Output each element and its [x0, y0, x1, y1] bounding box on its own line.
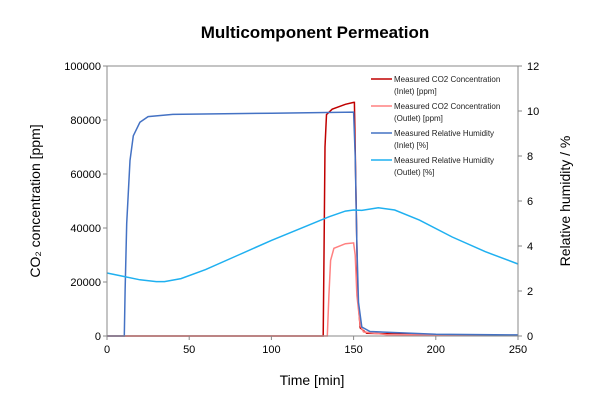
y-tick-label: 0 — [95, 331, 101, 343]
legend-label-3: (Outlet) [%] — [394, 168, 434, 177]
y-tick-label: 40000 — [70, 223, 101, 235]
y2-tick-label: 8 — [527, 151, 533, 163]
legend-label-1: Measured CO2 Concentration — [394, 102, 500, 111]
series-line-3 — [106, 207, 519, 283]
legend-label-2: Measured Relative Humidity — [394, 129, 494, 138]
y-tick-label: 80000 — [70, 115, 101, 127]
x-tick-label: 100 — [262, 344, 280, 356]
legend-label-0: Measured CO2 Concentration — [394, 75, 500, 84]
chart-title: Multicomponent Permeation — [201, 23, 430, 42]
y-tick-label: 20000 — [70, 277, 101, 289]
legend-label-3: Measured Relative Humidity — [394, 156, 494, 165]
legend-label-0: (Inlet) [ppm] — [394, 87, 437, 96]
y2-tick-label: 0 — [527, 331, 533, 343]
y-axis-label: CO₂ concentration [ppm] — [27, 124, 43, 277]
y-tick-label: 60000 — [70, 169, 101, 181]
x-tick-label: 0 — [104, 344, 110, 356]
series-line-1 — [107, 242, 519, 337]
y-tick-label: 100000 — [64, 61, 101, 73]
x-tick-label: 200 — [427, 344, 445, 356]
legend: Measured CO2 Concentration (Inlet) [ppm] M… — [371, 75, 500, 177]
y2-tick-label: 10 — [527, 106, 539, 118]
y2-tick-label: 6 — [527, 196, 533, 208]
x-tick-label: 150 — [344, 344, 362, 356]
legend-label-2: (Inlet) [%] — [394, 141, 428, 150]
x-axis-label: Time [min] — [280, 372, 345, 388]
y2-axis-label: Relative humidity / % — [557, 136, 573, 267]
y2-tick-label: 12 — [527, 61, 539, 73]
x-tick-label: 250 — [509, 344, 527, 356]
x-tick-label: 50 — [183, 344, 195, 356]
y2-tick-label: 2 — [527, 286, 533, 298]
y2-tick-label: 4 — [527, 241, 533, 253]
legend-label-1: (Outlet) [ppm] — [394, 114, 443, 123]
series-line-2 — [107, 111, 519, 337]
